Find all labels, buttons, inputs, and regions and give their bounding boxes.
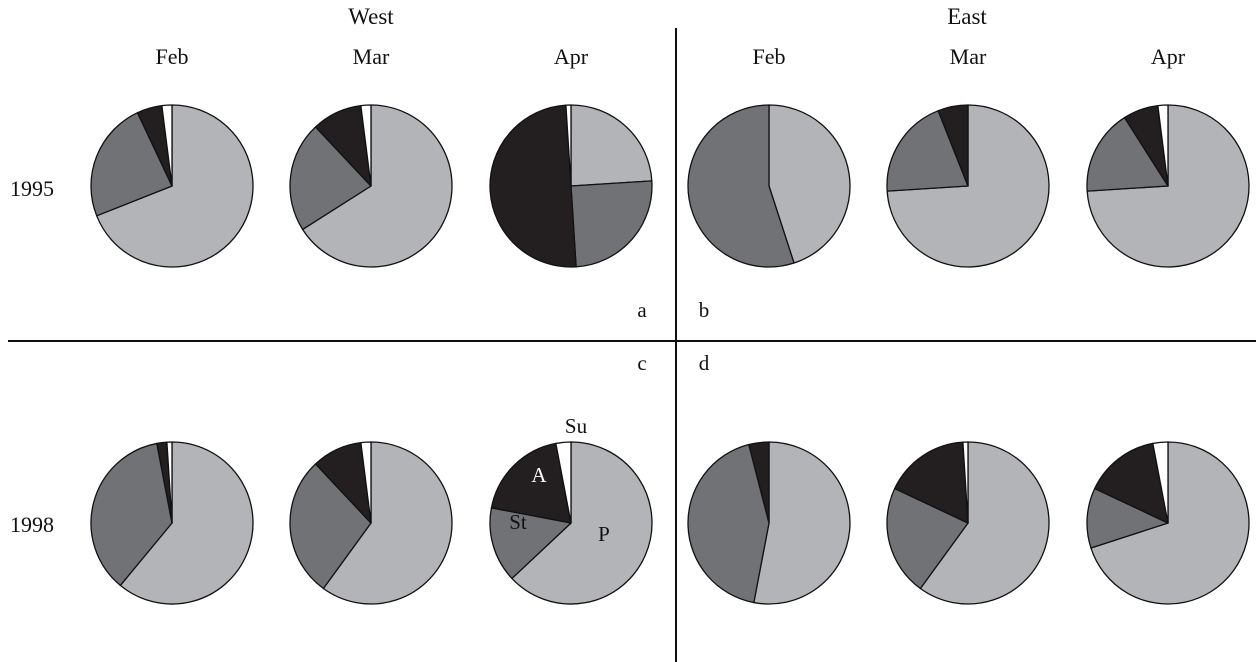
month-label-east-feb: Feb [753, 44, 786, 69]
slice-label-p: P [598, 522, 610, 546]
panel-label-a: a [637, 298, 647, 322]
header-west: West [348, 4, 394, 29]
pie-slice-1998-west-feb-st [90, 442, 173, 587]
pie-slice-1995-east-mar-a [937, 104, 969, 187]
pie-slice-1995-west-apr-su [565, 104, 572, 187]
pie-group [90, 104, 1250, 605]
pie-slice-1998-west-mar-su [360, 441, 372, 524]
pie-slice-1995-east-apr-st [1086, 116, 1169, 192]
pie-slice-1998-east-apr-st [1086, 487, 1169, 549]
panel-label-c: c [637, 351, 646, 375]
pie-slice-1995-west-feb-p [96, 104, 254, 268]
header-east: East [947, 4, 987, 29]
pie-slice-1995-west-mar-st [289, 126, 372, 231]
pie-slice-1998-west-apr-st [489, 507, 572, 580]
pie-slice-1995-west-feb-st [90, 112, 173, 217]
pie-slice-1995-west-apr-st [570, 180, 653, 268]
pie-slice-1998-east-apr-a [1094, 442, 1169, 524]
year-label-1998: 1998 [10, 512, 54, 537]
pie-slice-1995-east-mar-st [886, 110, 969, 192]
month-label-west-apr: Apr [554, 44, 589, 69]
pie-slice-1995-west-apr-p [570, 104, 653, 187]
pie-slice-1995-east-apr-su [1157, 104, 1169, 187]
year-label-1995: 1995 [10, 176, 54, 201]
pie-slice-1998-west-apr-a [490, 442, 572, 524]
slice-label-su: Su [565, 414, 588, 438]
slice-label-st: St [509, 510, 527, 534]
pie-slice-1998-west-feb-p [119, 441, 254, 605]
pie-slice-1995-east-feb-p [768, 104, 851, 264]
pie-slice-1995-west-mar-su [360, 104, 372, 187]
pie-slice-1998-east-feb-a [748, 441, 770, 524]
pie-slice-1995-west-mar-p [301, 104, 453, 268]
pie-slice-1998-west-mar-st [289, 463, 372, 590]
pie-slice-1998-east-feb-p [753, 441, 851, 605]
pie-slice-1995-east-feb-st [687, 104, 795, 268]
panel-label-b: b [699, 298, 710, 322]
month-label-east-apr: Apr [1151, 44, 1186, 69]
pie-slice-1998-east-mar-p [919, 441, 1050, 605]
pie-slice-1995-west-feb-su [161, 104, 173, 187]
pie-slice-1998-west-apr-p [511, 441, 653, 605]
month-label-west-feb: Feb [156, 44, 189, 69]
pie-slice-1998-east-mar-su [962, 441, 969, 524]
month-label-west-mar: Mar [353, 44, 390, 69]
pie-slice-1995-west-apr-a [489, 104, 577, 268]
month-label-east-mar: Mar [950, 44, 987, 69]
slice-label-a: A [531, 463, 547, 487]
pie-slice-1998-west-apr-su [555, 441, 572, 524]
pie-slice-1998-east-mar-a [894, 441, 969, 524]
pie-slice-1998-east-apr-p [1090, 441, 1250, 605]
pie-slice-1998-east-apr-su [1152, 441, 1169, 524]
panel-label-d: d [699, 351, 710, 375]
pie-slice-1998-west-feb-su [166, 441, 173, 524]
pie-slice-1998-west-mar-p [322, 441, 453, 605]
pie-slice-1998-east-feb-st [687, 443, 770, 604]
